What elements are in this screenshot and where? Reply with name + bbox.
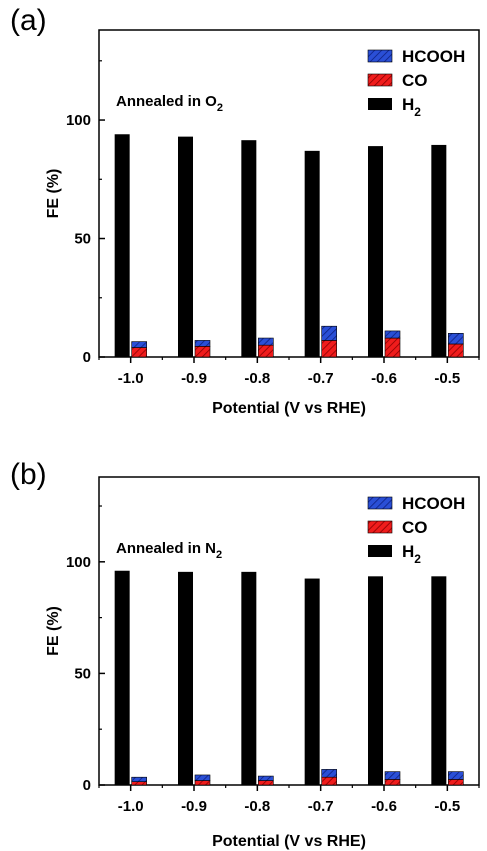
bar-co	[258, 344, 274, 358]
bar-hcooh	[321, 325, 337, 341]
legend-label: H2	[402, 542, 421, 566]
bar-co	[194, 346, 211, 358]
panel-label: (a)	[10, 4, 47, 37]
bar-co	[131, 347, 147, 358]
bar-hcooh	[258, 775, 274, 781]
x-tick-label: -0.6	[371, 798, 397, 815]
bar-h2	[368, 146, 383, 357]
x-tick-label: -1.0	[118, 370, 144, 387]
bar-hcooh	[258, 337, 274, 346]
annotation-subscript: 2	[217, 102, 223, 114]
bar-co	[448, 343, 464, 358]
x-tick-label: -1.0	[118, 798, 144, 815]
y-tick-label: 100	[66, 112, 91, 129]
bar-h2	[241, 571, 257, 785]
y-axis-title: FE (%)	[45, 606, 62, 656]
legend-swatch	[368, 545, 392, 557]
legend-label: HCOOH	[402, 494, 465, 513]
y-tick-label: 100	[66, 554, 91, 571]
bar-h2	[431, 144, 447, 357]
bar-hcooh	[194, 774, 211, 781]
bar-hcooh	[448, 333, 464, 345]
annotation: Annealed in N2	[116, 540, 222, 561]
annotation-text: Annealed in N	[116, 540, 216, 557]
x-tick-label: -0.5	[434, 370, 460, 387]
legend-swatch	[367, 73, 393, 87]
x-axis-title: Potential (V vs RHE)	[212, 400, 366, 417]
legend-label: HCOOH	[402, 47, 465, 66]
bar-co	[258, 780, 274, 786]
bar-co	[321, 776, 337, 786]
bar-co	[384, 337, 401, 358]
panel-label: (b)	[10, 458, 47, 491]
legend-swatch	[368, 98, 392, 110]
x-axis-title: Potential (V vs RHE)	[212, 833, 366, 850]
bar-hcooh	[384, 330, 401, 339]
bar-co	[384, 779, 401, 786]
legend-label-subscript: 2	[414, 105, 421, 119]
x-tick-label: -0.6	[371, 370, 397, 387]
legend-swatch	[367, 496, 393, 510]
legend-label: CO	[402, 518, 428, 537]
y-tick-label: 50	[74, 231, 91, 248]
legend-label-text: H	[402, 542, 414, 561]
y-tick-label: 0	[83, 349, 91, 366]
y-tick-label: 0	[83, 777, 91, 794]
bar-h2	[368, 576, 383, 785]
bar-h2	[304, 578, 320, 785]
annotation: Annealed in O2	[116, 93, 223, 114]
x-tick-label: -0.5	[434, 798, 460, 815]
bar-h2	[304, 150, 320, 357]
bar-h2	[178, 136, 193, 357]
annotation-text: Annealed in O	[116, 93, 217, 110]
legend-label-text: H	[402, 95, 414, 114]
bar-co	[448, 779, 464, 786]
x-tick-label: -0.8	[244, 798, 270, 815]
bar-hcooh	[448, 771, 464, 780]
bar-h2	[114, 134, 130, 357]
y-axis-title: FE (%)	[45, 169, 62, 219]
bar-co	[131, 781, 147, 786]
bar-co	[321, 340, 337, 358]
bar-h2	[241, 140, 257, 357]
x-tick-label: -0.7	[308, 370, 334, 387]
chart-panel-a: (a) 0 50 100 -1.0 -0.9 -0.8 -0.7 -0.6 -0.5 Potenti…	[10, 4, 480, 417]
x-tick-label: -0.9	[181, 798, 207, 815]
bar-hcooh	[131, 776, 147, 782]
bar-h2	[178, 571, 193, 785]
x-tick-label: -0.9	[181, 370, 207, 387]
bar-h2	[431, 576, 447, 785]
bar-co	[194, 780, 211, 786]
annotation-subscript: 2	[216, 549, 222, 561]
bar-hcooh	[131, 341, 147, 348]
y-tick-label: 50	[74, 665, 91, 682]
bar-h2	[114, 570, 130, 785]
legend-swatch	[367, 520, 393, 534]
chart-panel-b: (b) 0 50 100 -1.0 -0.9 -0.8 -0.7 -0.6 -0.5 Potenti…	[10, 458, 480, 850]
legend-swatch	[367, 49, 393, 63]
bar-hcooh	[384, 771, 401, 780]
x-tick-label: -0.8	[244, 370, 270, 387]
bar-hcooh	[321, 769, 337, 778]
legend-label-subscript: 2	[414, 552, 421, 566]
x-tick-label: -0.7	[308, 798, 334, 815]
legend-label: CO	[402, 71, 428, 90]
bar-hcooh	[194, 340, 211, 347]
legend-label: H2	[402, 95, 421, 119]
